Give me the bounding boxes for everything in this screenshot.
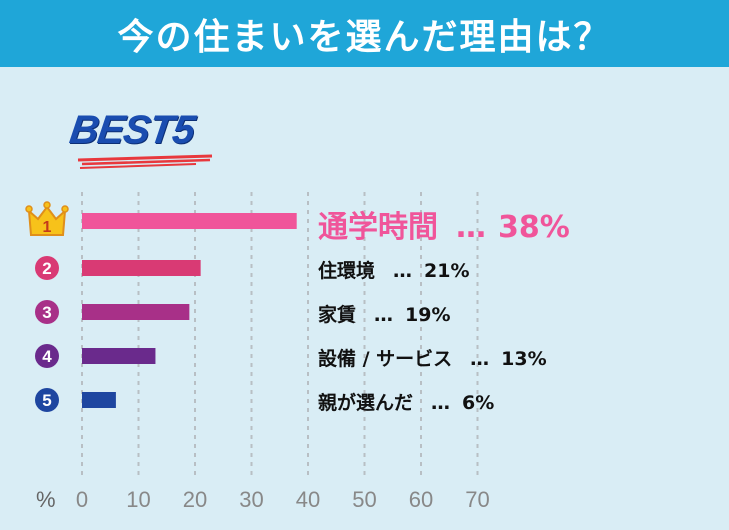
category-label-row: 住環境 … 21% <box>318 256 470 283</box>
x-tick-label: 20 <box>183 487 207 512</box>
crown-rank-icon: 1 <box>25 201 69 236</box>
rank-number: 3 <box>42 303 51 322</box>
rank-circle-icon <box>35 388 59 412</box>
separator-dots: … <box>374 304 394 327</box>
rank-number: 5 <box>42 391 51 410</box>
crown-jewel <box>61 205 69 213</box>
axis-unit-symbol: % <box>36 487 56 512</box>
category-label-row: 設備 / サービス … 13% <box>318 344 547 371</box>
category-label-row: 家賃 … 19% <box>318 300 451 327</box>
x-tick-label: 60 <box>409 487 433 512</box>
bar <box>82 213 297 229</box>
value-label: 38% <box>498 210 570 246</box>
x-tick-label: 30 <box>239 487 263 512</box>
chart-title: 今の住まいを選んだ理由は？ <box>117 16 612 58</box>
separator-dots: … <box>431 392 451 415</box>
best5-badge: BEST5 <box>67 108 220 169</box>
bar <box>82 304 190 320</box>
title-banner: 今の住まいを選んだ理由は？ <box>0 0 729 67</box>
category-name: 通学時間 <box>318 210 438 246</box>
value-label: 21% <box>424 260 470 283</box>
value-label: 13% <box>501 348 547 371</box>
category-name: 住環境 <box>318 260 376 283</box>
category-label-row: 通学時間 … 38% <box>318 202 570 246</box>
category-name: 家賃 <box>318 304 357 327</box>
x-tick-label: 0 <box>76 487 88 512</box>
x-tick-label: 10 <box>126 487 150 512</box>
separator-dots: … <box>393 260 413 283</box>
bar <box>82 392 116 408</box>
separator-dots: … <box>470 348 490 371</box>
category-name: 親が選んだ <box>318 392 414 415</box>
x-tick-label: 70 <box>465 487 489 512</box>
category-label-row: 親が選んだ … 6% <box>318 388 494 415</box>
bar <box>82 260 201 276</box>
rank-circle-icon <box>35 300 59 324</box>
bar <box>82 348 156 364</box>
value-label: 19% <box>405 304 451 327</box>
rank-circle-icon <box>35 344 59 368</box>
crown-jewel <box>43 201 51 209</box>
category-name: 設備 / サービス <box>318 348 453 371</box>
rank-number: 1 <box>43 219 52 236</box>
crown-jewel <box>25 205 33 213</box>
rank-circle-icon <box>35 256 59 280</box>
value-label: 6% <box>462 392 495 415</box>
x-tick-label: 40 <box>296 487 320 512</box>
x-tick-label: 50 <box>352 487 376 512</box>
rank-number: 4 <box>42 347 52 366</box>
rank-number: 2 <box>42 259 51 278</box>
separator-dots: … <box>456 210 486 246</box>
brush-underline-icon <box>77 154 213 169</box>
